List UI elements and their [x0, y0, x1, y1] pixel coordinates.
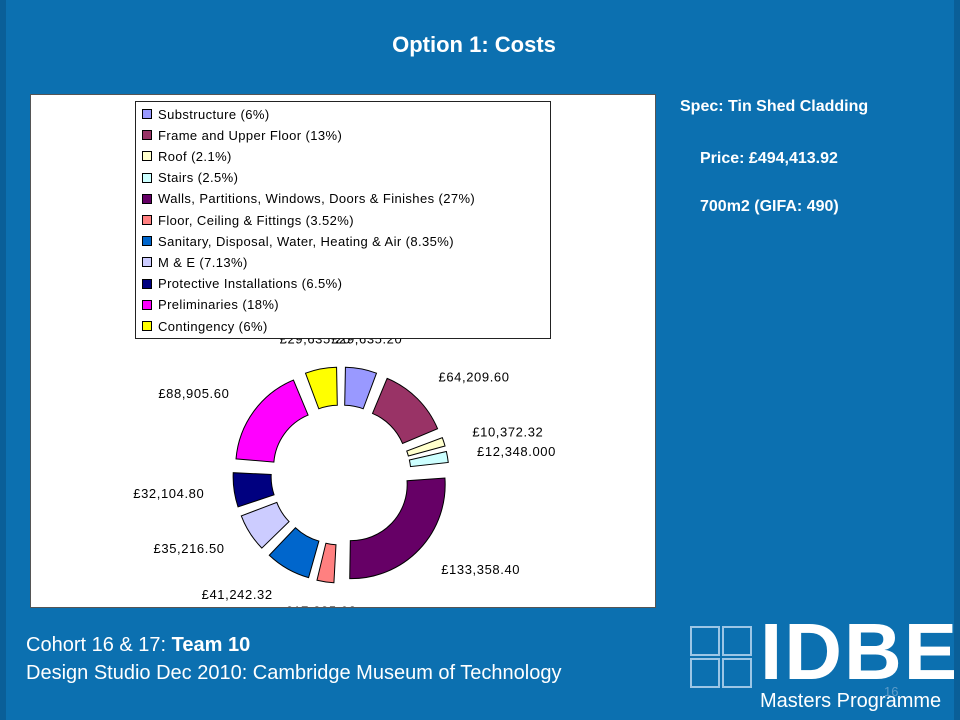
legend-entry: Roof (2.1%): [142, 147, 232, 165]
legend-swatch: [142, 151, 152, 162]
slice-value-label: £133,358.40: [441, 562, 520, 577]
legend-label: Frame and Upper Floor (13%): [158, 127, 343, 143]
legend-swatch: [142, 236, 152, 247]
footer-cohort: Cohort 16 & 17: Team 10: [26, 634, 250, 657]
legend-label: Floor, Ceiling & Fittings (3.52%): [158, 212, 354, 228]
legend-label: Stairs (2.5%): [158, 170, 239, 186]
logo-square: [722, 626, 752, 656]
slice-value-label: £35,216.50: [154, 541, 225, 556]
legend-entry: Substructure (6%): [142, 105, 270, 123]
slice-value-label: £12,348.000: [477, 444, 556, 459]
doughnut-slice: [232, 472, 275, 508]
slice-value-label: £17,385.98: [286, 604, 357, 607]
slice-value-label: £88,905.60: [158, 386, 229, 401]
idbe-logo-grid-icon: [690, 626, 754, 690]
doughnut-slice: [406, 437, 446, 457]
spec-price: Price: £494,413.92: [700, 150, 838, 167]
doughnut-slice: [240, 501, 290, 549]
doughnut-slice: [304, 366, 338, 410]
legend-label: Substructure (6%): [158, 106, 270, 122]
footer-team: Team 10: [171, 634, 251, 656]
spec-area: 700m2 (GIFA: 490): [700, 198, 839, 215]
legend-label: Contingency (6%): [158, 318, 268, 334]
doughnut-slice: [268, 527, 320, 579]
slide-title: Option 1: Costs: [392, 32, 556, 57]
logo-square: [690, 658, 720, 688]
legend-label: Roof (2.1%): [158, 148, 232, 164]
legend-entry: Stairs (2.5%): [142, 169, 238, 187]
idbe-logo-text: IDBE: [760, 607, 960, 696]
legend-swatch: [142, 321, 152, 331]
legend-swatch: [142, 109, 152, 119]
doughnut-slice: [235, 379, 309, 463]
legend-label: Preliminaries (18%): [158, 297, 280, 313]
logo-square: [690, 626, 720, 656]
legend-entry: Frame and Upper Floor (13%): [142, 126, 342, 144]
slide-edge-left: [0, 0, 6, 720]
legend-entry: Walls, Partitions, Windows, Doors & Fini…: [142, 190, 475, 208]
doughnut-slice: [371, 377, 439, 445]
legend-entry: Preliminaries (18%): [142, 296, 279, 314]
legend-swatch: [142, 257, 152, 268]
slice-value-label: £10,372.32: [472, 425, 543, 440]
spec-cladding: Spec: Tin Shed Cladding: [680, 98, 869, 115]
slice-value-label: £64,209.60: [439, 369, 510, 384]
legend-entry: Floor, Ceiling & Fittings (3.52%): [142, 211, 354, 229]
doughnut-slice: [349, 477, 446, 580]
chart-legend: Substructure (6%) Frame and Upper Floor (…: [135, 101, 551, 339]
legend-swatch: [142, 299, 152, 310]
footer-cohort-prefix: Cohort 16 & 17:: [26, 634, 172, 656]
legend-swatch: [142, 193, 152, 204]
legend-swatch: [142, 278, 152, 289]
legend-entry: Sanitary, Disposal, Water, Heating & Air…: [142, 232, 454, 250]
legend-label: Sanitary, Disposal, Water, Heating & Air…: [158, 233, 454, 249]
legend-entry: M & E (7.13%): [142, 253, 248, 271]
legend-entry: Contingency (6%): [142, 317, 268, 335]
cost-chart-panel: £29,635.20£64,209.60£10,372.32£12,348.00…: [30, 94, 656, 608]
footer-studio: Design Studio Dec 2010: Cambridge Museum…: [26, 662, 562, 684]
legend-label: M & E (7.13%): [158, 254, 248, 270]
cost-doughnut-chart: £29,635.20£64,209.60£10,372.32£12,348.00…: [133, 331, 556, 607]
legend-swatch: [142, 172, 152, 183]
page-number: 16: [884, 684, 899, 699]
doughnut-slice: [408, 450, 449, 468]
logo-square: [722, 658, 752, 688]
legend-swatch: [142, 130, 152, 141]
legend-swatch: [142, 215, 152, 225]
legend-label: Protective Installations (6.5%): [158, 276, 343, 292]
legend-entry: Protective Installations (6.5%): [142, 275, 342, 293]
idbe-logo-subtitle: Masters Programme: [760, 690, 942, 712]
doughnut-slice: [344, 366, 378, 410]
doughnut-slice: [316, 542, 337, 584]
legend-label: Walls, Partitions, Windows, Doors & Fini…: [158, 191, 476, 207]
slice-value-label: £41,242.32: [202, 587, 273, 602]
slice-value-label: £32,104.80: [133, 486, 204, 501]
slide-edge-right: [954, 0, 960, 720]
